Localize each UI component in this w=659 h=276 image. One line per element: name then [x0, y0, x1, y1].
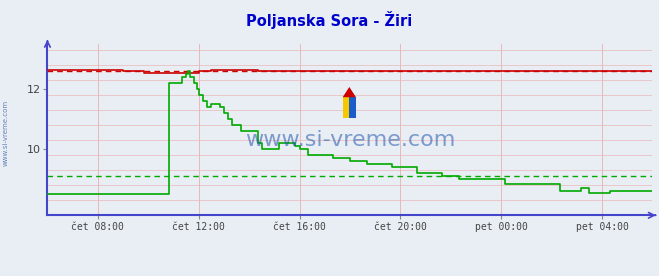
Polygon shape	[343, 87, 356, 97]
Text: www.si-vreme.com: www.si-vreme.com	[2, 99, 9, 166]
Text: www.si-vreme.com: www.si-vreme.com	[244, 130, 455, 150]
Polygon shape	[349, 97, 356, 118]
Text: Poljanska Sora - Žiri: Poljanska Sora - Žiri	[246, 11, 413, 29]
Polygon shape	[343, 97, 356, 118]
